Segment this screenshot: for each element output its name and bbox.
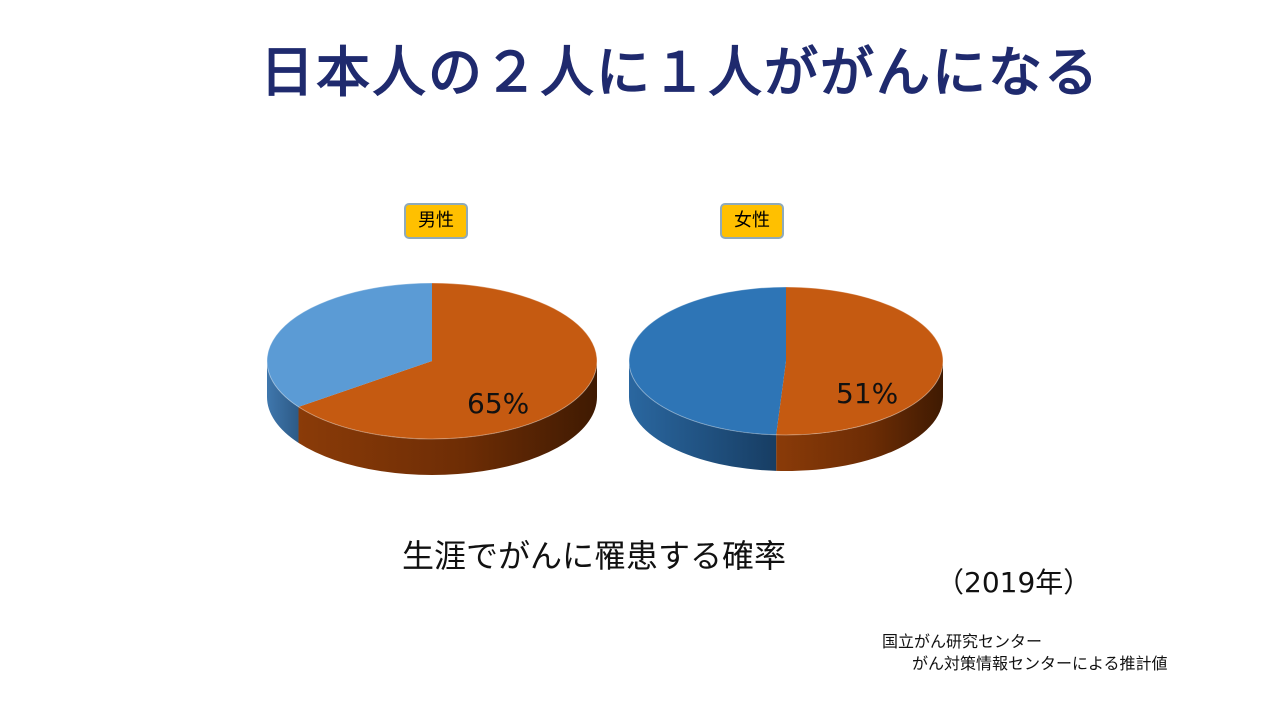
male-pie-cancer-slice xyxy=(298,283,597,439)
female-pie-rim xyxy=(628,286,944,436)
male-label-badge: 男性 xyxy=(404,203,468,239)
female-pie-other-slice xyxy=(628,287,786,435)
female-pie-percent-label: 51% xyxy=(836,377,898,410)
male-pie-rim xyxy=(266,282,598,440)
source-line-2: がん対策情報センターによる推計値 xyxy=(912,654,1168,673)
male-pie-cancer-side xyxy=(298,361,597,476)
female-label-badge: 女性 xyxy=(720,203,784,239)
male-pie-other-side xyxy=(267,361,299,443)
chart-subtitle: 生涯でがんに罹患する確率 xyxy=(402,537,787,575)
female-pie-other-side xyxy=(629,361,777,471)
year-label: （2019年） xyxy=(936,566,1092,599)
male-pie-other-slice xyxy=(266,282,432,407)
female-pie-cancer-side xyxy=(776,361,943,471)
source-line-1: 国立がん研究センター xyxy=(882,632,1043,651)
female-pie-cancer-slice xyxy=(776,287,943,435)
slide-title: 日本人の２人に１人ががんになる xyxy=(260,41,1100,104)
male-pie-percent-label: 65% xyxy=(467,387,529,420)
